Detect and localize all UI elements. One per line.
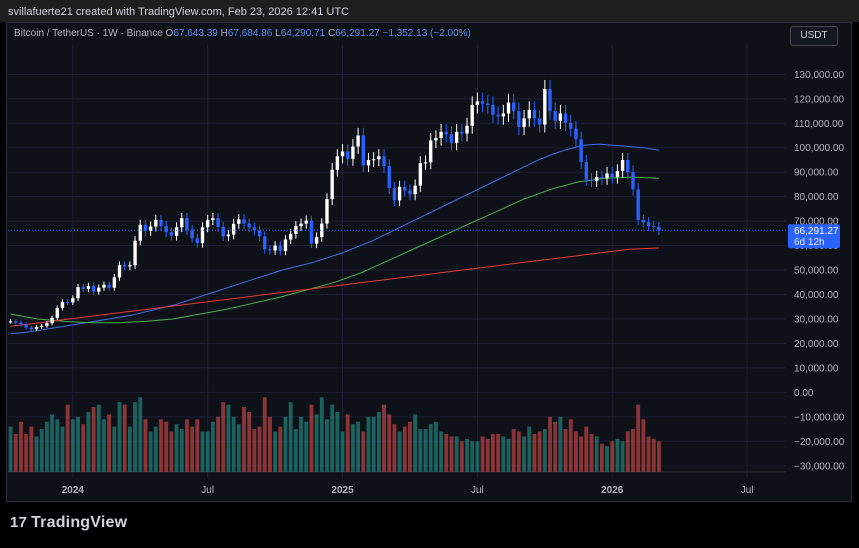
currency-button[interactable]: USDT [790, 26, 838, 46]
change-value: −1,352.13 (−2.00%) [382, 28, 471, 39]
high-label: H [220, 28, 228, 39]
ohlc-legend: Bitcoin / TetherUS · 1W · Binance O67,64… [14, 28, 471, 39]
footer [0, 502, 859, 548]
top-credit-bar: svillafuerte21 created with TradingView.… [0, 0, 859, 22]
tradingview-brand[interactable]: 17 TradingView [10, 514, 127, 532]
low-label: L [275, 28, 281, 39]
high-value: 67,684.86 [227, 28, 273, 39]
chart-frame[interactable] [6, 22, 852, 502]
tradingview-logo-icon: 17 [10, 514, 28, 531]
brand-name: TradingView [31, 514, 128, 531]
credit-text: svillafuerte21 created with TradingView.… [8, 6, 349, 18]
symbol-name[interactable]: Bitcoin / TetherUS · 1W · Binance [14, 28, 163, 39]
low-value: 64,290.71 [280, 28, 326, 39]
close-value: 66,291.27 [335, 28, 380, 39]
open-value: 67,643.39 [173, 28, 218, 39]
open-label: O [165, 28, 174, 39]
close-label: C [327, 28, 336, 39]
